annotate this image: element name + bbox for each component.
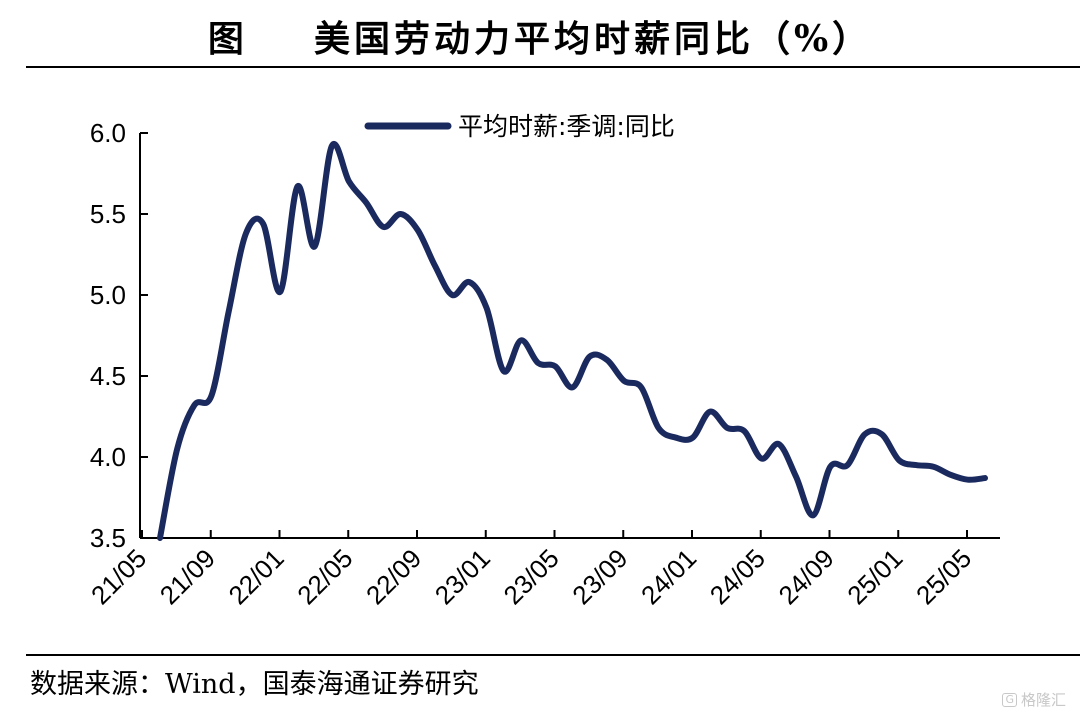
watermark: G 格隆汇 (1002, 689, 1066, 710)
y-tick-label: 6.0 (90, 118, 126, 148)
series-layer (157, 141, 988, 541)
x-tick-label: 21/09 (154, 543, 221, 610)
x-tick-label: 24/05 (704, 543, 771, 610)
source-note: 数据来源：Wind，国泰海通证券研究 (30, 669, 479, 700)
y-tick-label: 3.5 (90, 523, 126, 553)
y-tick-label: 4.5 (90, 361, 126, 391)
x-tick-label: 24/09 (773, 543, 840, 610)
chart-title: 图 美国劳动力平均时薪同比（%） (207, 18, 873, 60)
x-tick-label: 25/05 (910, 543, 977, 610)
watermark-text: 格隆汇 (1020, 691, 1066, 709)
legend-label: 平均时薪:季调:同比 (458, 112, 675, 141)
y-tick-label: 5.0 (90, 280, 126, 310)
x-tick-label: 23/05 (498, 543, 565, 610)
watermark-logo: G (1002, 692, 1017, 707)
y-tick-label: 4.0 (90, 442, 126, 472)
series-line-wage-yoy (157, 141, 988, 541)
source-rule (26, 654, 1080, 656)
legend: 平均时薪:季调:同比 (364, 112, 675, 141)
title-rule (26, 66, 1080, 68)
y-tick-label: 5.5 (90, 199, 126, 229)
x-tick-label: 21/05 (85, 543, 152, 610)
x-tick-label: 24/01 (635, 543, 702, 610)
x-tick-label: 25/01 (841, 543, 908, 610)
x-tick-label: 22/09 (360, 543, 427, 610)
axes (139, 133, 1000, 539)
x-tick-label: 22/01 (223, 543, 290, 610)
x-tick-label: 23/09 (566, 543, 633, 610)
line-chart: 3.5 4.0 4.5 5.0 5.5 6.0 21/05 21/09 22/01 22/05 22… (85, 112, 1000, 610)
x-tick-label: 22/05 (291, 543, 358, 610)
x-tick-label: 23/01 (429, 543, 496, 610)
